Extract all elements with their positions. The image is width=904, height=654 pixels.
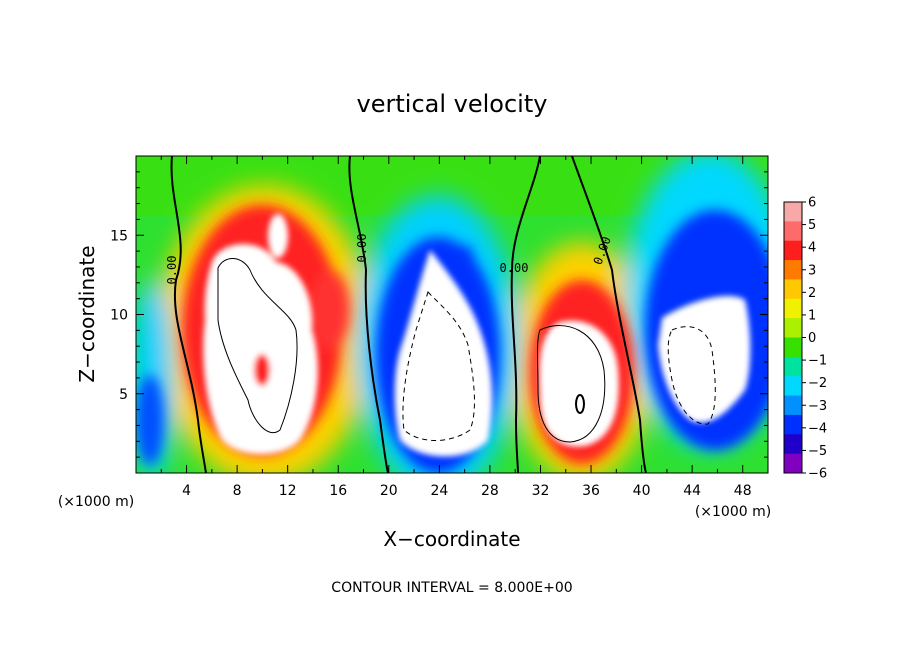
- x-axis: 4 8 12 16 20 24 28 32 36 40 44 48: [160, 156, 752, 499]
- updraft-inner-lobe: [254, 354, 270, 386]
- y-axis: 5 10 15: [110, 171, 768, 458]
- y-axis-label: Z−coordinate: [75, 245, 99, 382]
- x-axis-label: X−coordinate: [383, 527, 520, 551]
- colorbar-segment: [784, 337, 802, 358]
- zero-contour-2: [348, 156, 389, 473]
- x-tick-label: 40: [633, 483, 651, 499]
- y-tick-label: 15: [110, 228, 128, 244]
- y-tick-label: 5: [119, 387, 128, 403]
- x-tick-label: 32: [532, 483, 550, 499]
- x-tick-label: 4: [182, 483, 191, 499]
- contour-label-2: 0.00: [355, 234, 369, 263]
- colorbar-label: −6: [808, 467, 827, 482]
- colorbar-segment: [784, 298, 802, 319]
- colorbar-label: 3: [808, 263, 816, 278]
- colorbar-segment: [784, 260, 802, 280]
- x-unit-label: (×1000 m): [695, 504, 771, 520]
- updraft-white-core-2: [539, 320, 619, 447]
- zero-contour-4: [571, 156, 647, 473]
- colorbar-label: −3: [808, 399, 827, 414]
- zero-contour-3: [510, 156, 541, 473]
- colorbar-segment: [784, 376, 802, 397]
- positive-contour-3: [575, 394, 585, 414]
- x-tick-label: 20: [380, 483, 398, 499]
- contour-label-3: 0.00: [500, 261, 529, 275]
- colorbar-label: −5: [808, 444, 827, 459]
- x-tick-label: 8: [233, 483, 242, 499]
- colorbar-label: 0: [808, 331, 816, 346]
- contour-label-1: 0.00: [165, 256, 179, 285]
- y-unit-label: (×1000 m): [58, 494, 134, 510]
- x-tick-label: 44: [683, 483, 701, 499]
- inner-contours: [217, 258, 716, 443]
- chart-title: vertical velocity: [357, 90, 548, 118]
- y-tick-label: 10: [110, 308, 128, 324]
- colorbar-label: 4: [808, 241, 816, 256]
- heatmap-field: 0.00 0.00 0.00 0.00: [136, 156, 768, 473]
- colorbar-segment: [784, 221, 802, 242]
- colorbar-label: 6: [808, 196, 816, 211]
- colorbar-segment: [784, 318, 802, 338]
- colorbar-segment: [784, 240, 802, 261]
- x-tick-label: 48: [734, 483, 752, 499]
- colorbar-segment: [784, 356, 802, 377]
- colorbar-segment: [784, 414, 802, 435]
- colorbar-label: −1: [808, 354, 827, 369]
- core-layer: [203, 214, 751, 457]
- updraft-lobe: [310, 270, 350, 350]
- colorbar-segment: [784, 453, 802, 474]
- zero-contours: [170, 156, 647, 473]
- colorbar-label: 2: [808, 286, 816, 301]
- x-tick-label: 12: [279, 483, 297, 499]
- colorbar-label: −2: [808, 376, 827, 391]
- downdraft-white-core-1: [394, 250, 493, 457]
- colorbar-segment: [784, 434, 802, 455]
- positive-contour-2: [537, 325, 606, 443]
- colorbar: 6 5 4 3 2 1 0 −1 −2 −3 −4 −5 −6: [783, 196, 827, 482]
- downdraft-spot: [455, 245, 475, 285]
- x-tick-label: 36: [582, 483, 600, 499]
- downdraft-white-core-2: [658, 296, 751, 423]
- colorbar-segment: [784, 395, 802, 416]
- x-tick-label: 24: [430, 483, 448, 499]
- colorbar-label: 1: [808, 308, 816, 323]
- contour-interval-note: CONTOUR INTERVAL = 8.000E+00: [331, 580, 572, 596]
- x-tick-label: 28: [481, 483, 499, 499]
- negative-contour-1: [402, 291, 475, 441]
- zero-contour-1: [170, 156, 207, 473]
- positive-contour-1: [217, 258, 298, 433]
- colorbar-label: −4: [808, 421, 827, 436]
- negative-contour-2: [667, 326, 716, 425]
- x-tick-label: 16: [329, 483, 347, 499]
- updraft-white-spot: [268, 214, 288, 258]
- colorbar-segment: [784, 279, 802, 300]
- downdraft-edge: [136, 375, 164, 465]
- colorbar-label: 5: [808, 218, 816, 233]
- colorbar-segment: [784, 202, 802, 222]
